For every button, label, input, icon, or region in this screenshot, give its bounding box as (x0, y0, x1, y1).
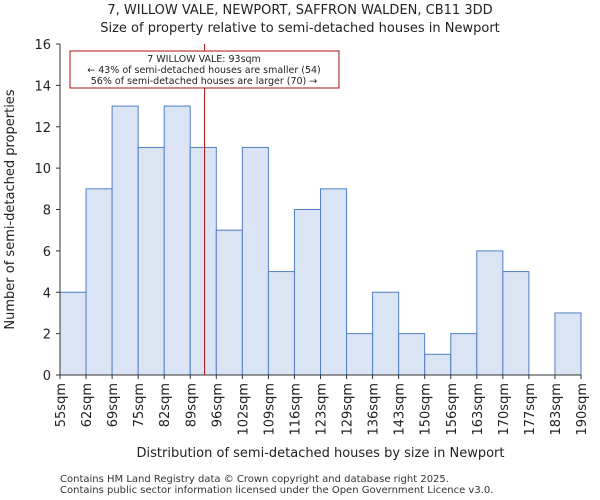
x-tick-label: 62sqm (80, 383, 95, 427)
x-tick-label: 129sqm (341, 383, 356, 436)
y-tick-label: 10 (34, 162, 51, 177)
x-tick-label: 82sqm (158, 383, 173, 427)
bar (189, 146, 217, 376)
footer-licence: Contains public sector information licen… (60, 485, 494, 496)
y-tick-label: 6 (43, 245, 51, 260)
annotation-box (69, 50, 340, 89)
bar (293, 209, 322, 376)
x-tick-label: 96sqm (210, 383, 225, 427)
footer-copyright: Contains HM Land Registry data © Crown c… (60, 474, 449, 485)
x-tick-label: 89sqm (184, 383, 199, 427)
bar (398, 333, 426, 376)
bar (502, 271, 530, 376)
y-tick-label: 0 (43, 369, 51, 384)
bar (372, 291, 400, 376)
annotation-line: ← 43% of semi-detached houses are smalle… (87, 65, 321, 76)
y-axis-label: Number of semi-detached properties (3, 89, 18, 329)
bar (476, 250, 504, 376)
bar (450, 333, 478, 376)
x-tick-label: 136sqm (367, 383, 382, 436)
x-tick-label: 123sqm (315, 383, 330, 436)
chart-title: 7, WILLOW VALE, NEWPORT, SAFFRON WALDEN,… (107, 3, 493, 18)
bar (59, 291, 87, 376)
bar (111, 105, 139, 376)
bar (137, 146, 165, 376)
histogram-chart: 0 2 4 6 8 10 12 14 16 55sqm 62sqm 69sqm 75sqm 82sqm 89… (3, 38, 590, 461)
bar (267, 271, 295, 376)
y-tick-label: 4 (43, 286, 51, 301)
x-tick-label: 183sqm (549, 383, 564, 436)
annotation-line: 7 WILLOW VALE: 93sqm (147, 54, 261, 65)
x-tick-label: 190sqm (575, 383, 590, 436)
x-axis-label: Distribution of semi-detached houses by … (137, 446, 505, 461)
bar (85, 188, 113, 376)
y-tick-label: 2 (43, 328, 51, 343)
x-tick-label: 143sqm (393, 383, 408, 436)
x-tick-label: 102sqm (236, 383, 251, 436)
x-tick-label: 75sqm (132, 383, 147, 427)
chart-subtitle: Size of property relative to semi-detach… (100, 21, 500, 36)
bar (163, 105, 191, 376)
x-tick-label: 69sqm (106, 383, 121, 427)
x-tick-label: 150sqm (419, 383, 434, 436)
y-tick-label: 16 (34, 38, 51, 53)
y-tick-label: 8 (43, 204, 51, 219)
bar (554, 312, 582, 376)
x-tick-label: 116sqm (288, 383, 303, 436)
y-tick-label: 12 (34, 121, 51, 136)
bar (241, 146, 269, 376)
y-tick-label: 14 (34, 79, 51, 94)
bar (424, 353, 452, 376)
annotation-line: 56% of semi-detached houses are larger (… (91, 76, 318, 87)
x-tick-label: 163sqm (471, 383, 486, 436)
x-tick-label: 109sqm (262, 383, 277, 436)
bar (215, 229, 243, 376)
bar (320, 188, 348, 376)
x-tick-label: 177sqm (523, 383, 538, 436)
x-tick-label: 170sqm (497, 383, 512, 436)
x-tick-label: 55sqm (54, 383, 69, 427)
bar (346, 333, 374, 376)
x-tick-label: 156sqm (445, 383, 460, 436)
